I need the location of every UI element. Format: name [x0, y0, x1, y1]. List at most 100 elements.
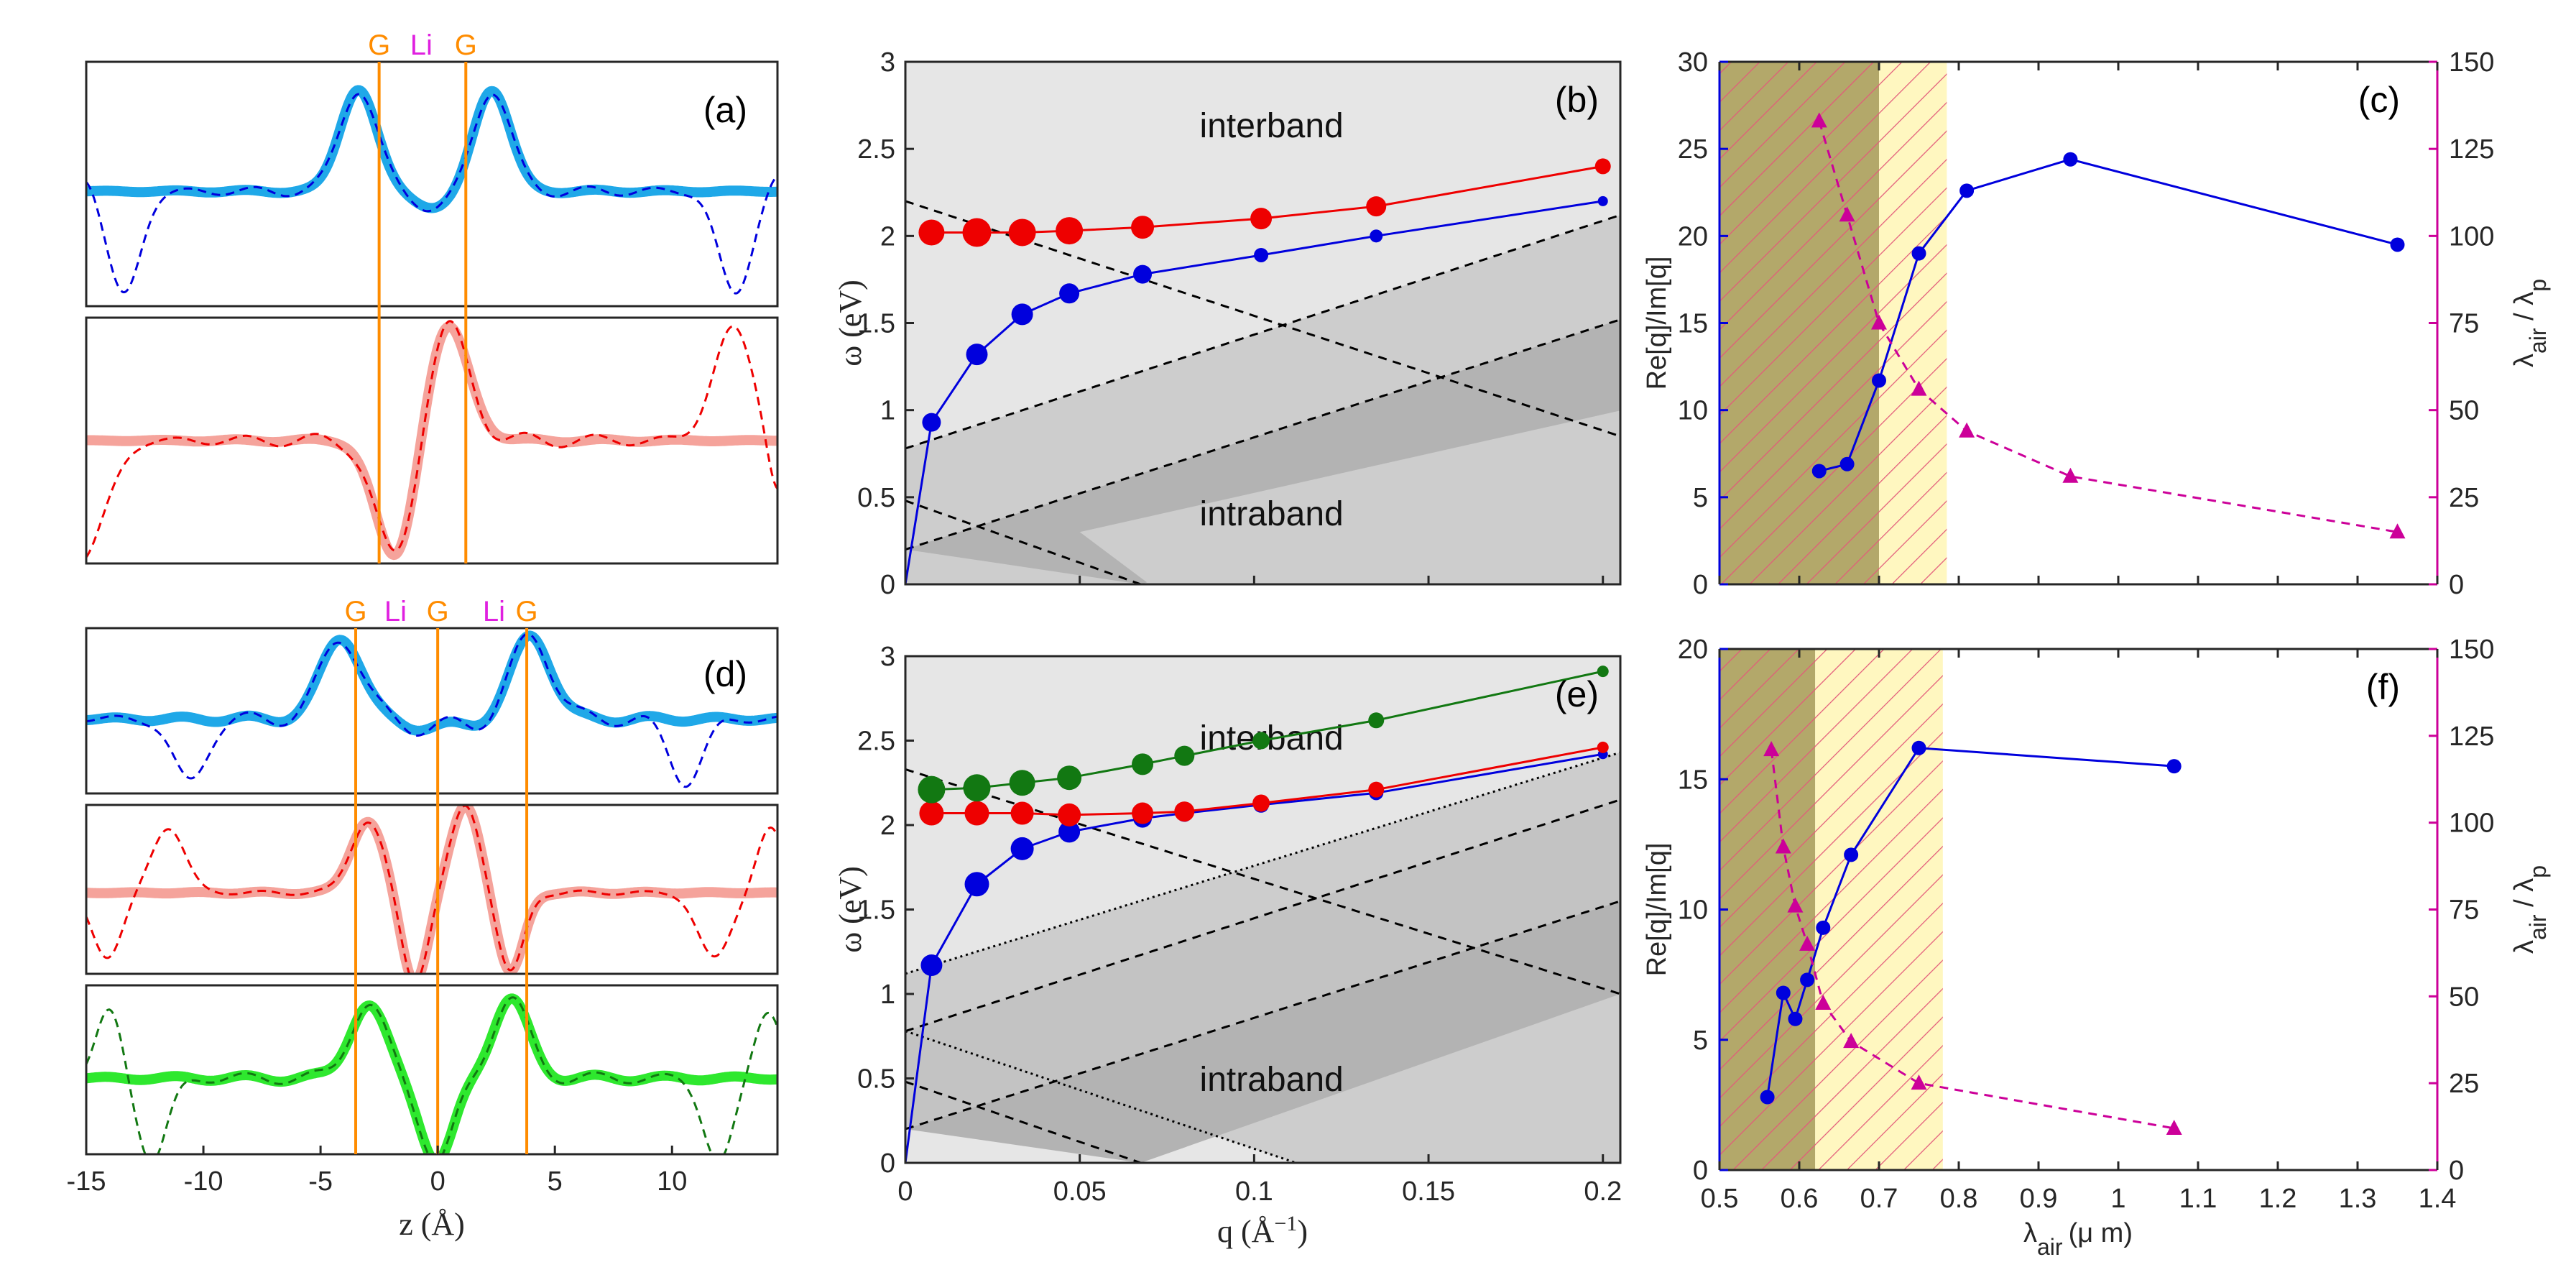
x-tick-label: 1.1 — [2179, 1184, 2217, 1214]
data-point-red — [1132, 802, 1154, 824]
y-tick-label: 1.5 — [857, 309, 895, 339]
region-label-interband: interband — [1200, 107, 1344, 145]
data-point-wavelength-ratio — [1763, 741, 1780, 757]
subplot-frame — [85, 804, 779, 975]
mode-profile-thick — [86, 85, 777, 213]
label-part: p — [2525, 865, 2551, 878]
data-point-quality — [1872, 373, 1886, 388]
data-point-quality — [1844, 847, 1859, 862]
data-point-red — [1058, 803, 1081, 827]
x-tick-label: 1.4 — [2419, 1184, 2457, 1214]
panel-a-top — [85, 60, 779, 308]
data-point-quality — [1959, 183, 1975, 198]
data-point-wavelength-ratio — [2166, 1120, 2182, 1135]
subplot-frame — [85, 984, 779, 1156]
mode-profile-dashed — [86, 320, 777, 558]
label-sep: / λ — [2509, 878, 2539, 915]
x-tick-label: 0 — [430, 1166, 446, 1197]
data-point-red — [918, 219, 945, 246]
y-tick-label: 1.5 — [857, 895, 895, 926]
continuum-region — [1079, 410, 1620, 584]
data-point-wavelength-ratio — [1815, 995, 1832, 1010]
data-point-red — [919, 801, 944, 826]
y2-axis-label: λair / λp — [2509, 865, 2551, 954]
atom-marker-label: G — [344, 596, 366, 627]
y-tick-label: 0 — [880, 1148, 895, 1179]
plot-area — [86, 805, 777, 974]
data-point-quality — [1811, 464, 1827, 479]
y2-tick-label: 100 — [2449, 221, 2494, 252]
atom-marker-label: G — [516, 596, 538, 627]
boundary-line — [905, 318, 1620, 551]
y-tick-label: 2 — [880, 221, 895, 252]
plot-area: interband intraband — [905, 62, 1620, 584]
mode-profile-thick — [86, 993, 777, 1154]
x-tick-label: 0.2 — [1584, 1177, 1622, 1207]
y2-tick-label: 25 — [2449, 483, 2479, 513]
atom-marker-label: G — [455, 29, 477, 61]
data-point-green — [1368, 712, 1385, 729]
data-point-quality — [1816, 920, 1831, 935]
label-part: p — [2525, 279, 2551, 292]
label-part: λ — [2023, 1218, 2037, 1248]
y2-tick-label: 150 — [2449, 47, 2494, 78]
plot-area — [86, 320, 777, 561]
data-point-red — [1252, 794, 1270, 812]
mode-profile-dashed — [86, 632, 777, 788]
y-tick-label: 0 — [880, 570, 895, 600]
data-point-blue — [1010, 837, 1034, 860]
y-tick-label: 10 — [1678, 895, 1708, 926]
data-point-quality — [2166, 759, 2182, 774]
data-point-green — [1252, 732, 1270, 750]
y2-tick-label: 100 — [2449, 809, 2494, 839]
y2-tick-label: 50 — [2449, 982, 2479, 1012]
data-point-green — [1597, 666, 1609, 678]
x-tick-label: 1.3 — [2339, 1184, 2377, 1214]
label-part: Å — [1252, 1214, 1275, 1249]
data-point-quality — [2390, 237, 2405, 252]
data-point-quality — [2063, 152, 2078, 167]
y-tick-label: 0.5 — [857, 483, 895, 513]
label-part: q ( — [1217, 1214, 1252, 1249]
x-tick-label: 0.6 — [1781, 1184, 1819, 1214]
data-point-green — [918, 775, 946, 804]
y-tick-label: 10 — [1678, 396, 1708, 426]
label-part: air — [2525, 328, 2551, 354]
y-tick-label: 3 — [880, 47, 895, 78]
panel-b: interband intraband 0 0.5 1 1.5 2 2.5 3 ω (eV) (b) — [833, 47, 1622, 600]
y-tick-label: 25 — [1678, 134, 1708, 165]
boundary-line — [905, 499, 1142, 584]
label-part: (μ m) — [2069, 1218, 2133, 1248]
label-part: ) — [454, 1207, 465, 1242]
data-point-blue — [1011, 303, 1033, 326]
data-point-wavelength-ratio — [1959, 422, 1975, 438]
mode-profile-dashed — [86, 93, 777, 295]
data-point-wavelength-ratio — [1787, 897, 1804, 913]
y-axis-label: Re[q]/Im[q] — [1642, 257, 1672, 390]
y2-tick-label: 75 — [2449, 895, 2479, 926]
y-tick-label: 5 — [1693, 1026, 1708, 1056]
boundary-line — [905, 900, 1620, 1131]
data-point-red — [1368, 781, 1385, 798]
series-line-wavelength-ratio — [1770, 750, 2174, 1130]
x-tick-label: 1 — [2110, 1184, 2125, 1214]
data-point-green — [1132, 753, 1154, 775]
label-part: z ( — [399, 1207, 431, 1242]
label-part: Å — [431, 1207, 454, 1242]
data-point-wavelength-ratio — [1839, 206, 1855, 222]
plot-area — [86, 85, 777, 295]
data-point-red — [1174, 801, 1195, 822]
data-point-quality — [1788, 1011, 1803, 1026]
y2-tick-label: 125 — [2449, 722, 2494, 752]
y-tick-label: 0.5 — [857, 1064, 895, 1095]
panel-tag-b: (b) — [1555, 80, 1599, 120]
atom-marker-label: Li — [410, 29, 433, 61]
region-label-intraband: intraband — [1200, 495, 1344, 533]
y-tick-label: 30 — [1678, 47, 1708, 78]
y-tick-label: 1 — [880, 396, 895, 426]
data-point-quality — [1800, 972, 1815, 987]
y-tick-label: 1 — [880, 980, 895, 1010]
x-tick-label: 0.5 — [1701, 1184, 1739, 1214]
x-tick-label: 10 — [657, 1166, 687, 1197]
